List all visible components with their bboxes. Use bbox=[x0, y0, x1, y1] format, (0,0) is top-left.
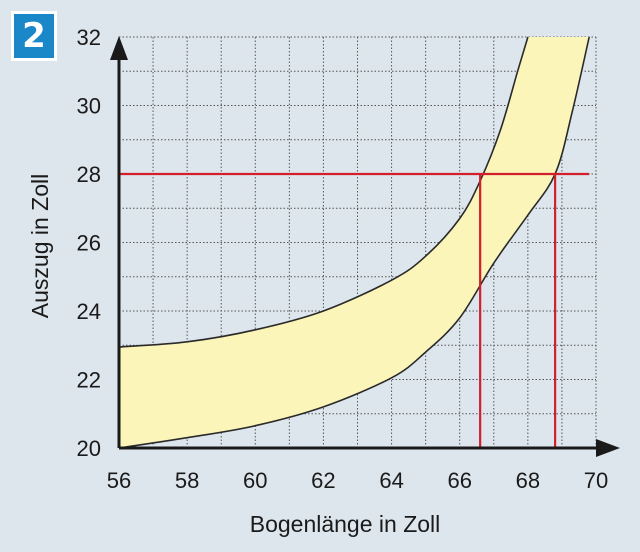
x-tick-label: 60 bbox=[243, 468, 267, 493]
x-tick-label: 68 bbox=[516, 468, 540, 493]
tick-labels: 56 58 60 62 64 66 68 70 20 22 24 26 28 30 32 bbox=[77, 25, 609, 493]
y-tick-label: 22 bbox=[77, 368, 101, 393]
x-axis-title: Bogenlänge in Zoll bbox=[250, 511, 441, 537]
figure-number-badge: 2 bbox=[11, 11, 57, 61]
x-tick-label: 66 bbox=[447, 468, 471, 493]
band-lower-curve bbox=[118, 36, 590, 449]
y-tick-label: 30 bbox=[77, 94, 101, 119]
band-upper-curve bbox=[118, 36, 529, 348]
x-tick-label: 62 bbox=[311, 468, 335, 493]
y-tick-label: 24 bbox=[77, 299, 101, 324]
x-axis-arrow bbox=[596, 439, 620, 457]
y-tick-label: 32 bbox=[77, 25, 101, 50]
band-fill bbox=[119, 37, 590, 448]
y-axis-title: Auszug in Zoll bbox=[27, 174, 53, 318]
x-tick-label: 64 bbox=[379, 468, 403, 493]
axes bbox=[110, 36, 620, 457]
y-tick-label: 28 bbox=[77, 162, 101, 187]
x-tick-label: 70 bbox=[584, 468, 608, 493]
reference-lines bbox=[119, 172, 590, 448]
x-tick-label: 56 bbox=[107, 468, 131, 493]
y-tick-label: 26 bbox=[77, 231, 101, 256]
y-axis-arrow bbox=[110, 36, 128, 60]
x-tick-label: 58 bbox=[175, 468, 199, 493]
band-layer bbox=[118, 36, 590, 449]
y-tick-label: 20 bbox=[77, 436, 101, 461]
